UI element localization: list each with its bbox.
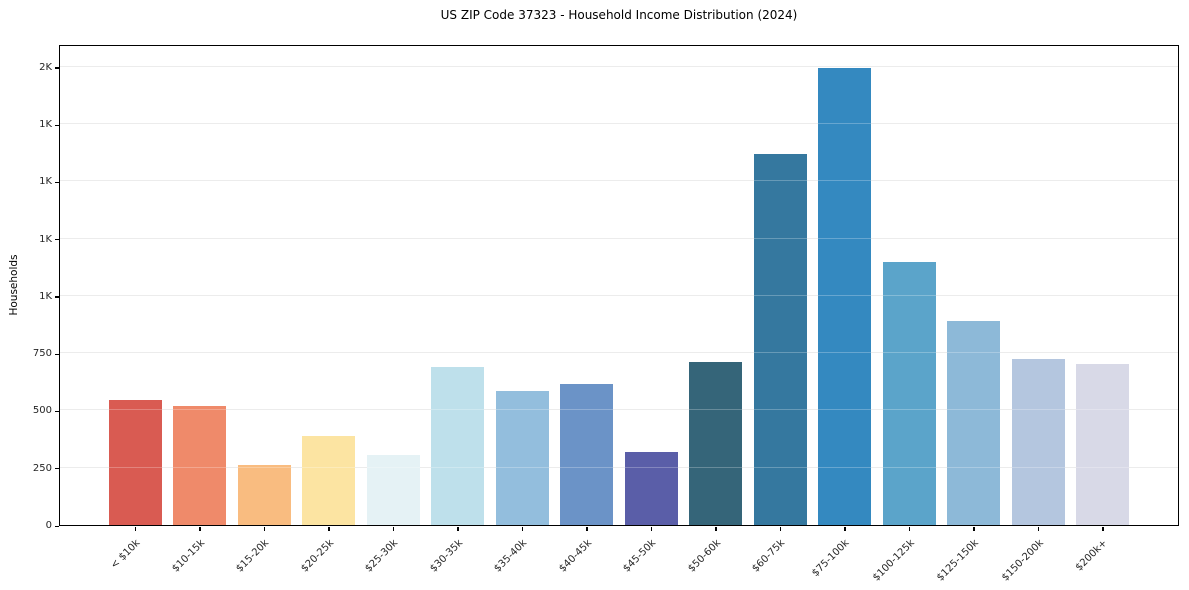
y-tick-mark: [55, 67, 59, 69]
bar: [882, 261, 936, 525]
bar: [1011, 358, 1065, 525]
x-tick-mark: [908, 526, 911, 531]
bar: [818, 68, 872, 525]
x-tick-label: $100-125k: [870, 537, 917, 584]
x-tick-mark: [779, 526, 782, 531]
y-tick-label: 1K: [39, 176, 52, 188]
y-tick-mark: [55, 410, 59, 413]
x-tick-label: $35-40k: [492, 537, 530, 575]
bar: [753, 153, 807, 525]
x-tick-label: $40-45k: [556, 537, 594, 575]
y-tick-mark: [55, 181, 59, 184]
gridline: [60, 352, 1178, 354]
bar: [366, 455, 420, 525]
gridline-overlay: [60, 180, 1178, 182]
x-tick-mark: [134, 526, 137, 531]
x-tick-mark: [715, 526, 717, 531]
x-tick-label: $25-30k: [363, 537, 401, 575]
x-tick-label: $30-35k: [427, 537, 465, 575]
x-tick-mark: [844, 526, 846, 531]
gridline-overlay: [60, 409, 1178, 411]
x-tick-mark: [328, 526, 330, 531]
gridline-overlay: [60, 65, 1178, 67]
x-tick-label: $45-50k: [621, 537, 659, 575]
x-tick-label: $75-100k: [810, 537, 852, 580]
x-tick-mark: [1037, 526, 1040, 531]
x-tick-label: $150-200k: [999, 537, 1046, 584]
x-tick-label: $15-20k: [234, 537, 272, 575]
y-tick-label: 1K: [39, 290, 52, 302]
y-tick-label: 250: [32, 462, 52, 474]
x-tick-mark: [457, 526, 459, 531]
bar: [495, 391, 549, 525]
x-tick-mark: [650, 526, 653, 531]
bar: [624, 451, 678, 525]
y-tick-mark: [55, 296, 59, 298]
gridline-overlay: [60, 466, 1178, 468]
x-tick-mark: [263, 526, 266, 531]
x-tick-label: $50-60k: [685, 537, 723, 575]
y-tick-mark: [55, 124, 59, 126]
x-tick-mark: [973, 526, 975, 531]
x-tick-label: $125-150k: [934, 537, 981, 584]
y-tick-mark: [55, 353, 59, 355]
x-tick-label: $60-75k: [750, 537, 788, 575]
y-tick-label: 2K: [39, 61, 52, 73]
x-tick-mark: [1102, 526, 1104, 531]
y-tick-label: 1K: [39, 119, 52, 131]
bar: [302, 435, 356, 525]
x-tick-label: $20-25k: [298, 537, 336, 575]
gridline-overlay: [60, 123, 1178, 125]
gridline-overlay: [60, 352, 1178, 354]
y-tick-label: 750: [32, 348, 52, 360]
x-tick-mark: [199, 526, 201, 531]
y-tick-label: 0: [45, 520, 52, 531]
x-tick-label: < $10k: [108, 537, 143, 572]
bar: [947, 321, 1001, 525]
plot-area: [59, 45, 1179, 526]
x-tick-mark: [586, 526, 588, 531]
chart-title: US ZIP Code 37323 - Household Income Dis…: [440, 8, 798, 22]
bar: [689, 362, 743, 525]
x-tick-label: $200k+: [1074, 537, 1110, 574]
x-tick-mark: [521, 526, 524, 531]
y-tick-mark: [55, 525, 59, 527]
gridline: [60, 180, 1178, 182]
bar: [237, 465, 291, 525]
gridline: [60, 237, 1178, 239]
y-tick-label: 500: [32, 405, 52, 417]
gridline: [60, 123, 1178, 125]
gridline-overlay: [60, 294, 1178, 296]
y-axis-label: Households: [8, 254, 20, 316]
bar: [1076, 363, 1130, 525]
gridline: [60, 466, 1178, 468]
gridline-overlay: [60, 237, 1178, 239]
bar: [173, 405, 227, 525]
gridline: [60, 294, 1178, 296]
x-tick-label: $10-15k: [169, 537, 207, 575]
bar: [108, 400, 162, 525]
bar: [560, 384, 614, 525]
x-tick-mark: [392, 526, 395, 531]
gridline: [60, 65, 1178, 67]
y-tick-mark: [55, 239, 59, 241]
y-tick-mark: [55, 468, 59, 470]
bar: [431, 366, 485, 525]
gridline: [60, 409, 1178, 411]
y-tick-label: 1K: [39, 233, 52, 245]
